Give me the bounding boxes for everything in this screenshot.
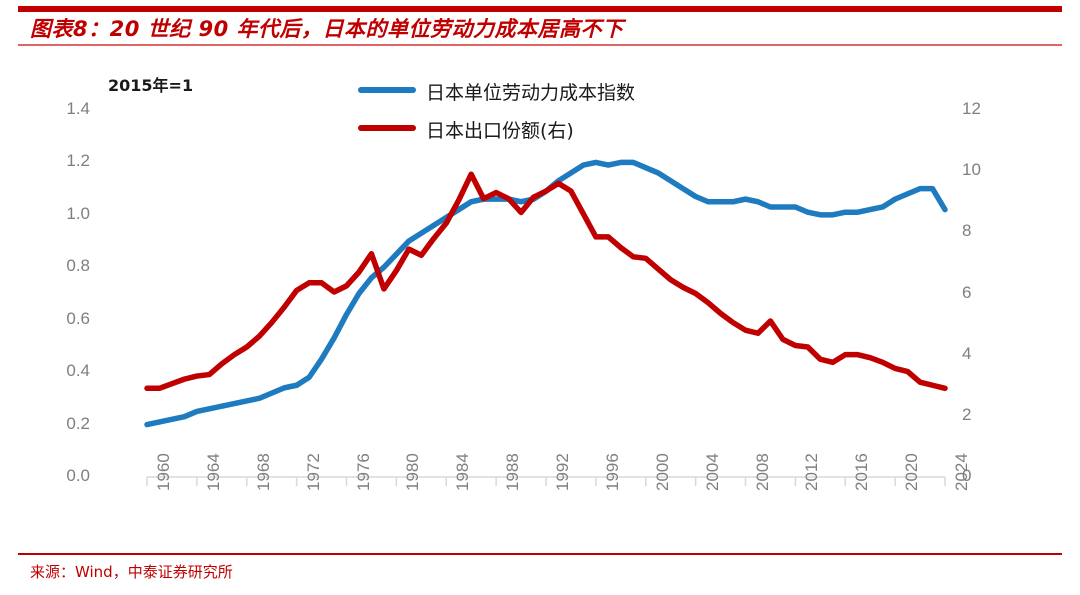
series-line-1: [144, 159, 948, 428]
y-axis-left-tick: 0.2: [66, 413, 90, 433]
page-title: 图表8：20 世纪 90 年代后，日本的单位劳动力成本居高不下: [30, 17, 624, 41]
legend-label: 日本单位劳动力成本指数: [426, 82, 636, 104]
x-axis-tick: 2000: [652, 453, 672, 491]
y-axis-left-tick: 0.4: [66, 361, 90, 381]
source-note: 来源：Wind，中泰证券研究所: [30, 563, 233, 581]
x-axis-tick: 1984: [453, 453, 473, 491]
x-axis-tick: 1968: [253, 453, 273, 491]
x-axis-tick: 2016: [852, 453, 872, 491]
y-axis-right-tick: 12: [962, 99, 981, 118]
legend-color-swatch: [358, 125, 416, 131]
series-line-2: [144, 171, 948, 392]
x-axis-tick: 2008: [752, 453, 772, 491]
y-axis-left-tick: 0.6: [66, 308, 90, 328]
x-axis-tick: 2012: [802, 453, 822, 491]
x-axis-tick: 1964: [203, 453, 223, 491]
x-axis-tick: 1992: [553, 453, 572, 491]
y-axis-left-tick: 0.0: [66, 466, 90, 485]
x-axis-tick: 1960: [154, 453, 173, 491]
x-axis-tick: 2020: [902, 453, 922, 491]
x-axis-tick: 1996: [602, 453, 622, 491]
x-axis-tick: 1988: [503, 453, 523, 491]
y-axis-right-tick: 6: [962, 282, 972, 302]
y-axis-right-tick: 0: [962, 466, 972, 485]
y-axis-right-tick: 10: [962, 160, 981, 180]
tick-marks: [146, 477, 946, 486]
series-layer: [144, 159, 948, 428]
footer-rule: [18, 553, 1062, 555]
legend-color-swatch: [358, 87, 416, 93]
x-axis-tick: 2004: [702, 453, 722, 491]
axis-unit-note: 2015年=1: [108, 76, 194, 95]
x-axis-tick: 1980: [403, 453, 423, 491]
y-axis-left-tick: 1.0: [66, 203, 90, 223]
y-axis-left-tick: 1.2: [66, 151, 90, 171]
y-axis-right-tick: 4: [962, 343, 972, 363]
header-top-rule: [18, 6, 1062, 12]
x-axis-tick: 1972: [303, 453, 323, 491]
legend-label: 日本出口份额(右): [426, 120, 574, 142]
y-axis-right-tick: 8: [962, 221, 972, 241]
y-axis-left-tick: 1.4: [66, 99, 90, 118]
x-axis-tick: 2024: [952, 453, 971, 491]
x-axis-tick: 1976: [353, 453, 373, 491]
header-bottom-rule: [18, 44, 1062, 46]
title-band: 图表8：20 世纪 90 年代后，日本的单位劳动力成本居高不下: [18, 12, 1062, 44]
y-axis-left-tick: 0.8: [66, 256, 90, 276]
y-axis-right-tick: 2: [962, 404, 972, 424]
